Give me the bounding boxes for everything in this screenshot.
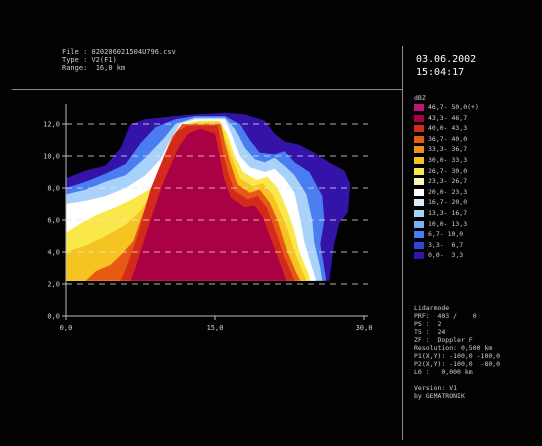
- y-tick-label: 0,0: [47, 313, 60, 321]
- legend-label: 10,0- 13,3: [428, 219, 468, 228]
- legend-label: 36,7- 40,0: [428, 134, 468, 143]
- legend-swatch: [414, 167, 424, 175]
- info-line: P1(X,Y): -100,0 -100,0: [414, 352, 501, 360]
- legend-label: 26,7- 30,0: [428, 166, 468, 175]
- info-line: TS : 24: [414, 328, 446, 336]
- legend-swatch: [414, 231, 424, 239]
- info-line: Resolution: 0,500 km: [414, 344, 493, 352]
- legend-swatch: [414, 104, 424, 111]
- rhi-chart: 0,0 2,0 4,0 6,0 8,0 10,0 12,0 0,0 15,0 30,0: [43, 104, 373, 332]
- header-range: Range: 16,0 km: [62, 64, 126, 72]
- legend-label: 33,3- 36,7: [428, 145, 468, 154]
- y-tick-label: 8,0: [47, 185, 60, 193]
- info-line: Version: V1: [414, 384, 458, 392]
- legend-label: 46,7- 50,0(+): [428, 103, 479, 111]
- reflectivity-region: [130, 128, 287, 281]
- legend-swatch: [414, 241, 424, 249]
- legend-swatch: [414, 146, 424, 154]
- header-type: Type : V2(F1): [62, 56, 117, 64]
- y-tick-label: 10,0: [43, 153, 60, 161]
- panel-divider: [402, 46, 403, 440]
- legend-label: 0,0- 3,3: [428, 251, 464, 260]
- legend-swatch: [414, 135, 424, 143]
- legend-label: 20,0- 23,3: [428, 187, 468, 196]
- legend-label: 40,0- 43,3: [428, 124, 468, 133]
- time-display: 15:04:17: [416, 67, 465, 78]
- legend-swatch: [414, 220, 424, 228]
- info-line: L0 : 0,000 km: [414, 368, 473, 376]
- legend-swatch: [414, 199, 424, 207]
- y-tick-label: 2,0: [47, 281, 60, 289]
- x-tick-label: 15,0: [207, 324, 224, 332]
- header-file: File : 020206021504U796.csv: [62, 48, 176, 56]
- legend-swatch: [414, 157, 424, 164]
- legend-label: 3,3- 6,7: [428, 240, 464, 249]
- x-tick-label: 30,0: [356, 324, 373, 332]
- legend-unit-label: dBZ: [414, 94, 426, 102]
- legend-swatch: [414, 188, 424, 196]
- info-line: ZF : Doppler F: [414, 336, 473, 344]
- legend-label: 23,3- 26,7: [428, 177, 468, 186]
- legend-label: 43,3- 46,7: [428, 113, 468, 122]
- legend-swatch: [414, 125, 424, 133]
- info-line: by GEMATRONIK: [414, 392, 465, 400]
- y-tick-label: 6,0: [47, 217, 60, 225]
- info-line: Lidarmode: [414, 304, 450, 312]
- date-display: 03.06.2002: [416, 54, 477, 65]
- y-tick-label: 12,0: [43, 121, 60, 129]
- y-tick-label: 4,0: [47, 249, 60, 257]
- legend-label: 13,3- 16,7: [428, 209, 468, 217]
- info-line: PS : 2: [414, 320, 442, 328]
- info-line: PRF: 403 / 0: [414, 312, 477, 320]
- legend-swatch: [414, 178, 424, 186]
- legend-label: 6,7- 10,0: [428, 230, 464, 239]
- legend-label: 16,7- 20,0: [428, 198, 468, 207]
- legend-swatch: [414, 252, 424, 260]
- legend-label: 30,0- 33,3: [428, 156, 468, 164]
- header-divider: [12, 89, 402, 90]
- legend-swatch: [414, 114, 424, 122]
- legend-swatch: [414, 210, 424, 217]
- x-tick-label: 0,0: [60, 324, 73, 332]
- info-line: P2(X,Y): -100,0 -80,0: [414, 360, 501, 368]
